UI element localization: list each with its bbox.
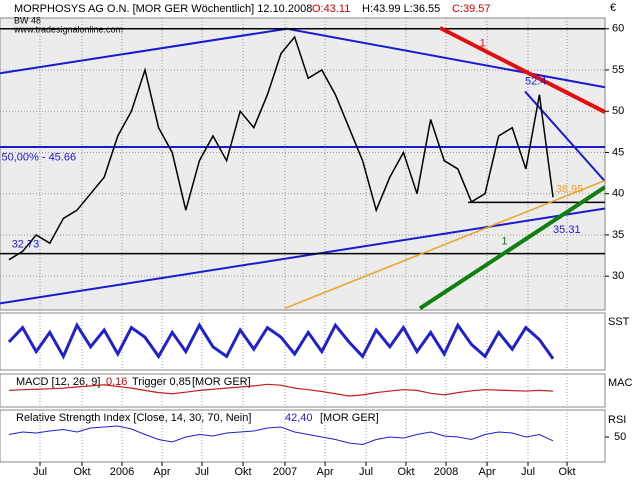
rsi-line: [8, 425, 554, 446]
trendline: [284, 179, 605, 310]
main-plot: [0, 26, 605, 310]
main-panel: [0, 17, 606, 311]
rsi-value: 42,40: [285, 412, 313, 424]
annotation: 32.73: [12, 239, 40, 251]
y-tick-label: 55: [612, 64, 624, 76]
x-tick-label: Okt: [234, 466, 251, 478]
x-tick-label: 2007: [273, 466, 297, 478]
annotation: 38.95: [556, 183, 584, 195]
annotation: 50,00% - 45.66: [1, 151, 76, 163]
trendline: [418, 185, 605, 310]
subtitle: BW 48: [14, 15, 41, 25]
x-tick-label: Okt: [397, 466, 414, 478]
close: C:39.57: [452, 3, 491, 15]
y-tick-label: 30: [612, 270, 624, 282]
x-tick-label: Okt: [73, 466, 90, 478]
trendline: [0, 207, 605, 305]
sst-line: [7, 322, 555, 360]
rsi-symbol: [MOR GER]: [320, 412, 379, 424]
annotation: 52.4: [525, 75, 546, 87]
macd-line: [8, 383, 554, 397]
macd-label: MAC: [608, 377, 633, 389]
x-tick-label: Okt: [558, 466, 575, 478]
macd-value: 0,16: [106, 376, 127, 388]
x-tick-label: Jul: [521, 466, 535, 478]
currency: €: [610, 2, 616, 14]
title: MORPHOSYS AG O.N. [MOR GER Wöchentlich] …: [14, 3, 312, 15]
x-tick-label: Apr: [317, 466, 334, 478]
macd-symbol: [MOR GER]: [192, 376, 251, 388]
macd-name: MACD [12, 26, 9]: [16, 376, 100, 388]
trendline: [439, 26, 605, 114]
y-tick-label: 40: [612, 188, 624, 200]
y-tick-label: 35: [612, 229, 624, 241]
x-tick-label: Apr: [479, 466, 496, 478]
y-tick-label: 60: [612, 23, 624, 35]
x-tick-label: Jul: [359, 466, 373, 478]
x-tick-label: 2006: [110, 466, 134, 478]
trendline: [524, 90, 605, 182]
x-tick-label: Jul: [33, 466, 47, 478]
open: O:43.11: [312, 3, 350, 15]
rsi-label: RSI: [608, 414, 626, 426]
rsi-panel: [0, 409, 606, 463]
high-low: H:43.99 L:36.55: [362, 3, 440, 15]
x-tick-label: Apr: [153, 466, 170, 478]
annotation: 1: [501, 235, 507, 247]
y-tick-label: 50: [614, 431, 626, 443]
annotation: 35.31: [553, 224, 581, 236]
x-tick-label: 2008: [434, 466, 458, 478]
annotation: 1: [480, 37, 486, 49]
y-tick-label: 45: [612, 146, 624, 158]
y-tick-label: 50: [612, 105, 624, 117]
x-tick-label: Jul: [195, 466, 209, 478]
rsi-name: Relative Strength Index [Close, 14, 30, …: [16, 412, 251, 424]
macd-trigger: Trigger 0,85: [132, 376, 191, 388]
price-line: [8, 35, 554, 261]
sst-label: SST: [608, 316, 630, 328]
